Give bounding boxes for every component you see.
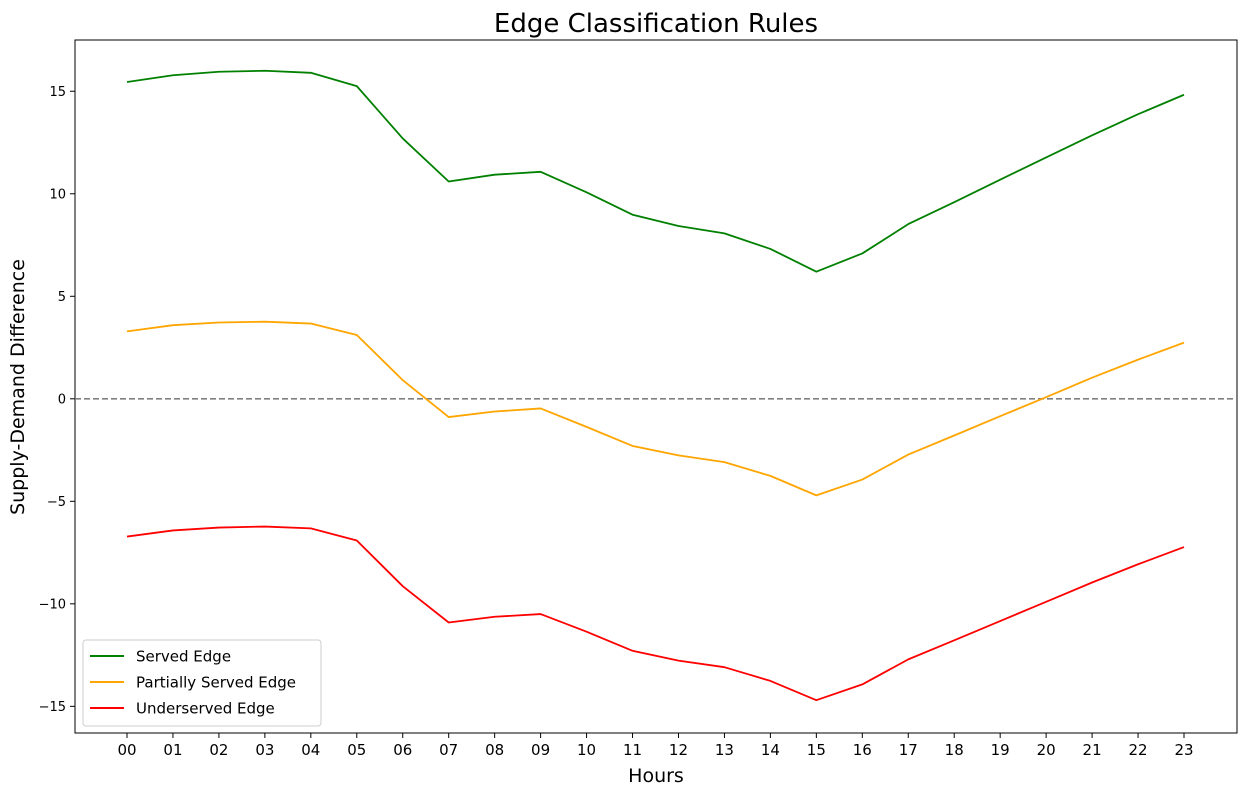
legend: Served Edge Partially Served Edge Underser…	[82, 639, 322, 727]
y-tick-label: 15	[49, 85, 66, 100]
chart-title: Edge Classification Rules	[494, 9, 818, 39]
series-line-partially-served-edge	[126, 320, 1185, 497]
y-tick-label: −10	[39, 597, 66, 612]
y-tick-label: −15	[39, 700, 66, 715]
legend-label: Partially Served Edge	[136, 674, 296, 692]
x-tick-label: 07	[439, 741, 458, 759]
y-axis-ticks: 15 10 5 0 −5 −10 −15	[39, 85, 75, 715]
x-tick-label: 00	[117, 741, 136, 759]
x-tick-label: 04	[301, 741, 320, 759]
x-tick-label: 19	[991, 741, 1010, 759]
x-tick-label: 17	[899, 741, 918, 759]
x-tick-label: 15	[807, 741, 826, 759]
y-tick-label: 0	[58, 392, 66, 407]
legend-label: Underserved Edge	[136, 700, 275, 718]
x-tick-label: 12	[669, 741, 688, 759]
series-line-underserved-edge	[126, 525, 1185, 702]
x-tick-label: 10	[577, 741, 596, 759]
x-tick-label: 20	[1037, 741, 1056, 759]
x-tick-label: 02	[209, 741, 228, 759]
x-tick-label: 22	[1128, 741, 1147, 759]
x-tick-label: 03	[255, 741, 274, 759]
x-tick-label: 13	[715, 741, 734, 759]
x-axis-ticks: 00 01 02 03 04 05 06 07 08 09 10 11 12 13 14 15 16 17 18 19…	[117, 733, 1194, 759]
x-tick-label: 23	[1174, 741, 1193, 759]
y-tick-label: −5	[47, 495, 66, 510]
y-tick-label: 5	[58, 290, 66, 305]
y-tick-label: 10	[49, 187, 66, 202]
x-tick-label: 05	[347, 741, 366, 759]
x-tick-label: 08	[485, 741, 504, 759]
x-tick-label: 09	[531, 741, 550, 759]
x-tick-label: 18	[945, 741, 964, 759]
x-tick-label: 16	[853, 741, 872, 759]
x-tick-label: 06	[393, 741, 412, 759]
x-axis-label: Hours	[628, 765, 684, 787]
legend-box	[82, 639, 322, 727]
legend-label: Served Edge	[136, 648, 231, 666]
x-tick-label: 11	[623, 741, 642, 759]
y-axis-label: Supply-Demand Difference	[7, 259, 29, 515]
series-layer	[126, 69, 1185, 702]
x-tick-label: 21	[1083, 741, 1102, 759]
x-tick-label: 14	[761, 741, 780, 759]
series-line-served-edge	[126, 69, 1185, 273]
plot-area	[74, 39, 1238, 734]
x-tick-label: 01	[163, 741, 182, 759]
